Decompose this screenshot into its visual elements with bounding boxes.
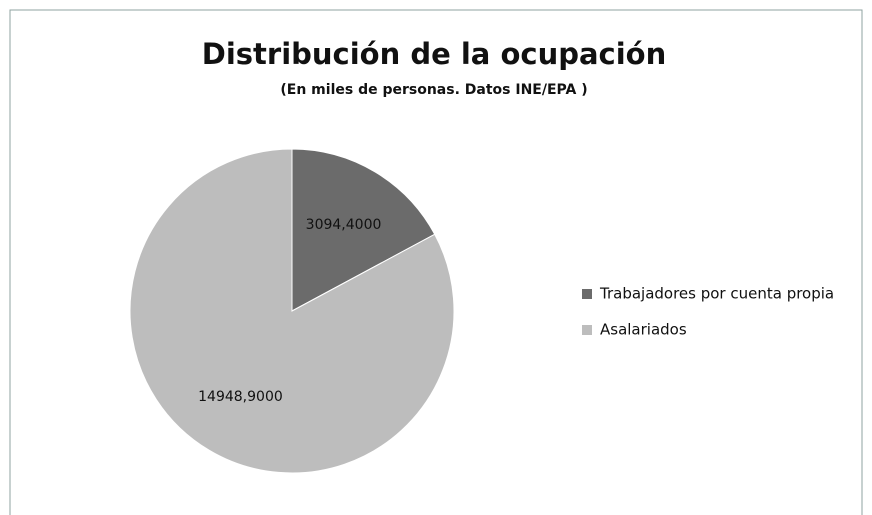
data-label: 14948,9000 bbox=[198, 389, 283, 405]
legend-label: Asalariados bbox=[600, 321, 687, 339]
pie-slice bbox=[129, 148, 455, 474]
legend-swatch bbox=[582, 289, 592, 299]
legend-label: Trabajadores por cuenta propia bbox=[599, 285, 834, 303]
chart-subtitle: (En miles de personas. Datos INE/EPA ) bbox=[280, 82, 587, 98]
chart-title: Distribución de la ocupación bbox=[202, 37, 667, 71]
pie-slice bbox=[291, 148, 436, 312]
legend-swatch bbox=[582, 325, 592, 335]
data-label: 3094,4000 bbox=[306, 217, 382, 233]
